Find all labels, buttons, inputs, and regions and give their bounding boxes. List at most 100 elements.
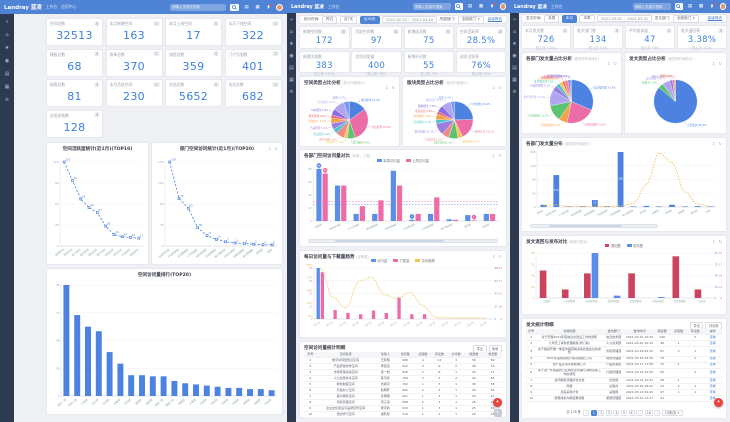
table-row[interactable]: 5 财务制度空间 刘承宇 702 1 5 1 38 58 [304,381,502,389]
apps-grid-icon[interactable]: ▦ [698,4,704,9]
stat-card[interactable]: 发文退回率 月 3.38% 较上月 -0.2% [677,25,727,50]
row-action-link[interactable]: 查看 [703,356,722,363]
home-icon[interactable]: ⌂ [512,29,517,35]
table-row[interactable]: 6 关于进一步加强办公区域安全管理与消防演练工作的通知 行政管理部 2021-03-1… [526,368,722,379]
apps-icon[interactable]: ▦ [512,77,517,83]
filter-option[interactable]: 近7天 [339,15,358,24]
table-row[interactable]: 3 市场营销活动空间 张一帆 878 2 8 1 45 71 [304,369,502,377]
pagination-page[interactable]: ‹ [583,410,590,416]
chart-legend[interactable]: 访问量 下载量 访问趋势 [300,258,506,263]
promo-float-button[interactable]: ✦ [714,398,723,407]
stat-card[interactable]: 新增空间数 周 172 [299,26,350,49]
chart-icon[interactable]: ▤ [512,65,517,71]
promo-float-button[interactable]: ✦ [493,398,502,407]
filter-option[interactable]: 近30天 [359,15,380,24]
search-input[interactable] [414,4,449,9]
stat-card[interactable]: 新增评论数 55 较上周 -3% [403,50,455,76]
chart-toolbox[interactable]: ↧ ↻ [712,239,723,244]
row-action-link[interactable]: 查看 [703,389,722,397]
home-icon[interactable]: ⌂ [5,32,9,38]
pagination-page[interactable]: 3 [605,410,612,416]
table-row[interactable]: 7 合同审批流程优化方案 法务部 2021-03-15 10:23 58 1 查看 [526,377,722,385]
row-action-link[interactable]: 查看 [703,395,722,403]
list-icon[interactable]: ≡ [4,97,10,103]
row-action-link[interactable]: 查看 [703,340,722,348]
row-action-link[interactable]: 查看 [703,377,722,385]
dept-select[interactable]: 全部部门 ∨ [672,14,699,23]
table-row[interactable]: 10 质量体系内审结果通报 质量管理部 2021-03-12 13:27 41 查看 [526,395,722,403]
advanced-filter-link[interactable]: 高级筛选 [487,17,502,21]
user-icon[interactable]: ◉ [4,58,10,64]
datazoom-slider[interactable] [530,223,658,228]
stat-card[interactable]: 平均阅读量 月 47 较上月 +6% [625,25,675,50]
filter-option[interactable]: 本季 [579,14,595,23]
user-avatar[interactable] [719,3,726,10]
row-action-link[interactable]: 查看 [703,383,722,391]
chart-toolbox[interactable]: ↧ ↻ [712,61,723,66]
stat-card[interactable]: 本月活跃空间 月 230 [105,79,163,107]
search-button[interactable] [230,3,239,11]
legend-item[interactable]: 访问趋势 [415,258,435,263]
global-search[interactable] [412,3,451,10]
dept-select[interactable]: 全部部门 ∨ [457,15,484,24]
chart-legend[interactable]: 本周访问量 上周访问量 [300,158,506,163]
document-icon[interactable]: ▤ [467,4,473,9]
stat-card[interactable]: 成员总数 月 682 [224,79,282,107]
filter-option[interactable]: 本月 [561,14,577,23]
filter-option[interactable]: 昨日 [322,15,338,24]
table-row[interactable]: 5 新产品立项评审结果公示 产品研发部 2021-03-17 11:08 72 1 查看 [526,362,722,369]
row-action-link[interactable]: 查看 [703,368,722,379]
table-row[interactable]: 4 2021年度预算执行情况通报(二月) 财务管理部 2021-03-18 14:30… [526,356,722,363]
stat-card[interactable]: 门户页面数 月 401 [224,48,282,77]
table-row[interactable]: 4 人力资源共享空间 陈可欣 766 3 6 2 40 65 [304,375,502,383]
table-row[interactable]: 2 产品研发协作空间 李思远 912 3 9 2 48 76 [304,363,502,371]
list-icon[interactable]: ≡ [512,89,517,95]
stat-card[interactable]: 空间总数 月 32513 [46,18,103,46]
user-icon[interactable]: ◉ [289,53,294,59]
user-avatar[interactable] [499,3,506,10]
legend-item[interactable]: 发布数 [627,243,643,248]
pagination-page[interactable]: 5 [620,410,627,416]
global-search[interactable] [632,3,671,10]
table-row[interactable]: 7 客户服务空间 孙雨桐 601 1 4 1 30 47 [304,393,502,401]
table-row[interactable]: 8项目管理空间周子墨5882312843 [304,399,502,407]
search-button[interactable] [674,3,683,10]
back-to-top-button[interactable]: ↑ [493,409,502,417]
collapse-icon[interactable]: » [289,17,294,23]
pagination-page[interactable]: 2 [598,410,605,416]
stat-card[interactable]: 流程总数 月 359 [165,48,222,77]
row-action-link[interactable]: 查看 [703,362,722,369]
list-icon[interactable]: ≡ [289,89,294,95]
page-size-select[interactable]: 10条/页 ∨ [661,410,683,416]
user-icon[interactable]: ◉ [512,53,517,59]
pagination-page[interactable]: … [636,410,644,416]
legend-item[interactable]: 本周访问量 [377,158,400,163]
star-icon[interactable]: ★ [512,41,517,47]
stat-card[interactable]: 本月新增空间 月 163 [105,18,163,46]
stat-card[interactable]: 空间活跃率 周 28.5% [455,26,507,49]
stat-card[interactable]: 模板总数 月 68 [46,48,103,77]
table-row[interactable]: 3 关于组织开展一季度市场营销活动复盘会议的通知 市场营销部 2021-03-19 0… [526,346,722,357]
search-input[interactable] [172,5,224,9]
stat-card[interactable]: 本月发文数 月 726 较上月 +15% [521,25,571,50]
search-button[interactable] [454,3,463,10]
stat-card[interactable]: 新增成员数 周 75 [403,26,455,49]
stat-card[interactable]: 本月上线空间 月 17 [165,18,222,46]
bell-icon[interactable]: ◗ [709,3,716,10]
star-icon[interactable]: ★ [4,45,10,51]
home-icon[interactable]: ⌂ [289,29,294,35]
collapse-icon[interactable]: » [5,19,9,25]
stat-card[interactable]: 新增文档数 383 较上周 +12% [299,50,350,76]
pagination-page[interactable]: 1 [590,410,597,416]
apps-icon[interactable]: ▦ [4,84,10,90]
apps-grid-icon[interactable]: ▦ [255,4,260,10]
date-range-picker[interactable]: 2021-03-01 ~ 2021-03-31 [597,15,653,22]
stat-card[interactable]: 表单总数 月 370 [105,48,163,77]
stat-card[interactable]: 活跃空间数 周 97 [351,26,402,49]
nav-item-apps[interactable]: 应用中心 [61,4,77,9]
search-input[interactable] [634,4,669,9]
date-range-picker[interactable]: 2021-02-22 ~ 2021-03-24 [382,16,438,23]
row-action-link[interactable]: 查看 [703,334,722,342]
stat-card[interactable]: 文档总数 月 5652 [165,79,222,107]
chart-legend[interactable]: 退回数 发布数 [522,243,726,248]
